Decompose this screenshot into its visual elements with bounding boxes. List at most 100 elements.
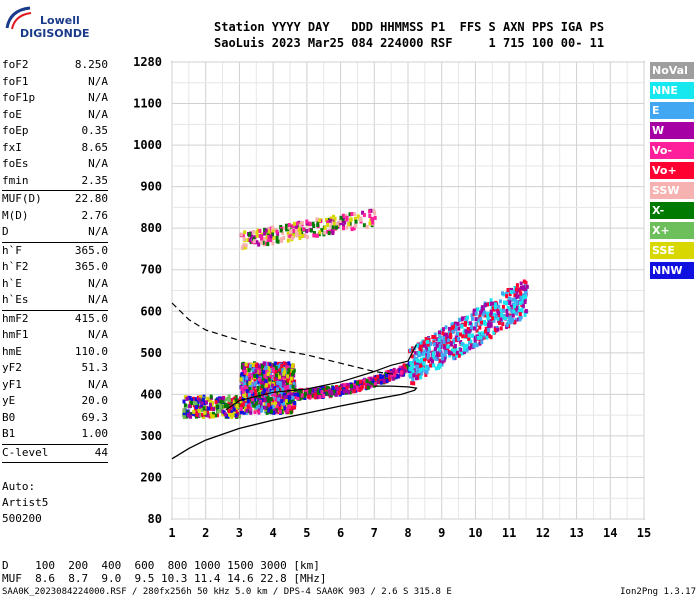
- echo-point: [423, 343, 427, 348]
- echo-point: [290, 235, 294, 240]
- scaled-parameters-panel: foF2 8.250 foF1 N/A foF1p N/A foE N/A foEp 0.35 fx…: [2, 57, 108, 463]
- echo-point: [260, 408, 264, 413]
- echo-point: [410, 365, 414, 370]
- echo-point: [350, 212, 354, 216]
- echo-point: [209, 394, 213, 399]
- echo-point: [223, 398, 227, 403]
- echo-point: [290, 233, 294, 238]
- echo-point: [515, 287, 518, 292]
- echo-point: [461, 334, 465, 339]
- param-value: 415.0: [74, 311, 108, 325]
- echo-point: [252, 371, 256, 376]
- echo-point: [188, 396, 192, 400]
- echo-point: [258, 383, 262, 388]
- echo-point: [297, 227, 301, 232]
- echo-point: [423, 368, 427, 373]
- echo-point: [251, 366, 255, 370]
- echo-point: [435, 343, 439, 348]
- echo-point: [274, 385, 278, 390]
- echo-point: [211, 414, 215, 419]
- echo-point: [457, 353, 461, 358]
- echo-point: [198, 405, 202, 410]
- echo-point: [491, 316, 495, 321]
- echo-point: [459, 332, 462, 337]
- electron-density-profile-curve: [171, 385, 418, 460]
- echo-point: [243, 381, 247, 386]
- echo-point: [182, 408, 186, 413]
- echo-point: [477, 331, 481, 336]
- echo-point: [353, 385, 357, 390]
- echo-point: [524, 309, 528, 313]
- echo-point: [266, 237, 270, 242]
- echo-point: [441, 331, 445, 336]
- echo-point: [417, 350, 421, 355]
- echo-point: [462, 330, 466, 335]
- echo-point: [464, 321, 467, 325]
- echo-point: [467, 333, 471, 338]
- echo-point: [285, 223, 288, 228]
- echo-point: [456, 321, 460, 326]
- echo-point: [189, 412, 192, 416]
- y-tick-label: 300: [140, 429, 162, 443]
- param-row: fxI 8.65: [2, 140, 108, 157]
- echo-point: [244, 405, 248, 410]
- echo-point: [257, 380, 261, 385]
- echo-point: [286, 390, 289, 394]
- echo-point: [415, 343, 419, 348]
- echo-point: [473, 340, 477, 345]
- echo-point: [275, 404, 279, 409]
- echo-point: [271, 228, 275, 233]
- echo-point: [427, 346, 431, 351]
- echo-point: [446, 334, 450, 339]
- echo-point: [311, 388, 315, 393]
- echo-point: [280, 384, 284, 389]
- echo-point: [245, 389, 249, 394]
- echo-point: [513, 293, 517, 298]
- echo-point: [251, 230, 255, 234]
- echo-point: [468, 327, 472, 332]
- echo-point: [362, 213, 366, 218]
- echo-point: [347, 390, 350, 395]
- echo-point: [286, 408, 290, 413]
- echo-point: [182, 415, 186, 420]
- echo-point: [331, 231, 335, 235]
- echo-point: [301, 234, 305, 238]
- echo-point: [268, 368, 272, 373]
- echo-point: [282, 236, 286, 240]
- echo-point: [424, 372, 428, 377]
- echo-point: [235, 404, 239, 408]
- echo-point: [478, 325, 482, 330]
- echo-point: [342, 226, 345, 231]
- echo-point: [345, 225, 349, 230]
- echo-point: [194, 405, 198, 410]
- echo-point: [248, 387, 252, 391]
- echo-point: [223, 404, 227, 409]
- echo-point: [308, 389, 312, 394]
- version-label: Ion2Png 1.3.17: [620, 587, 696, 597]
- echo-point: [409, 361, 413, 365]
- echo-point: [200, 408, 204, 412]
- echo-point: [425, 370, 429, 375]
- echo-point: [307, 394, 311, 399]
- echo-point: [399, 370, 403, 375]
- echo-point: [412, 373, 416, 378]
- param-separator: [2, 241, 108, 243]
- echo-point: [265, 369, 269, 374]
- echo-point: [289, 389, 293, 394]
- echo-point: [266, 396, 270, 401]
- echo-point: [265, 387, 269, 392]
- echo-point: [406, 366, 410, 371]
- param-row: fmin 2.35: [2, 173, 108, 190]
- echo-point: [266, 242, 270, 247]
- echo-point: [363, 378, 367, 383]
- echo-point: [366, 385, 370, 390]
- echo-point: [509, 304, 513, 309]
- echo-point: [298, 231, 302, 235]
- echo-point: [523, 300, 527, 304]
- echo-point: [242, 366, 246, 370]
- echo-point: [501, 304, 505, 309]
- echo-point: [369, 376, 373, 381]
- echo-point: [213, 405, 217, 410]
- echo-point: [459, 347, 463, 352]
- echo-point: [265, 410, 269, 415]
